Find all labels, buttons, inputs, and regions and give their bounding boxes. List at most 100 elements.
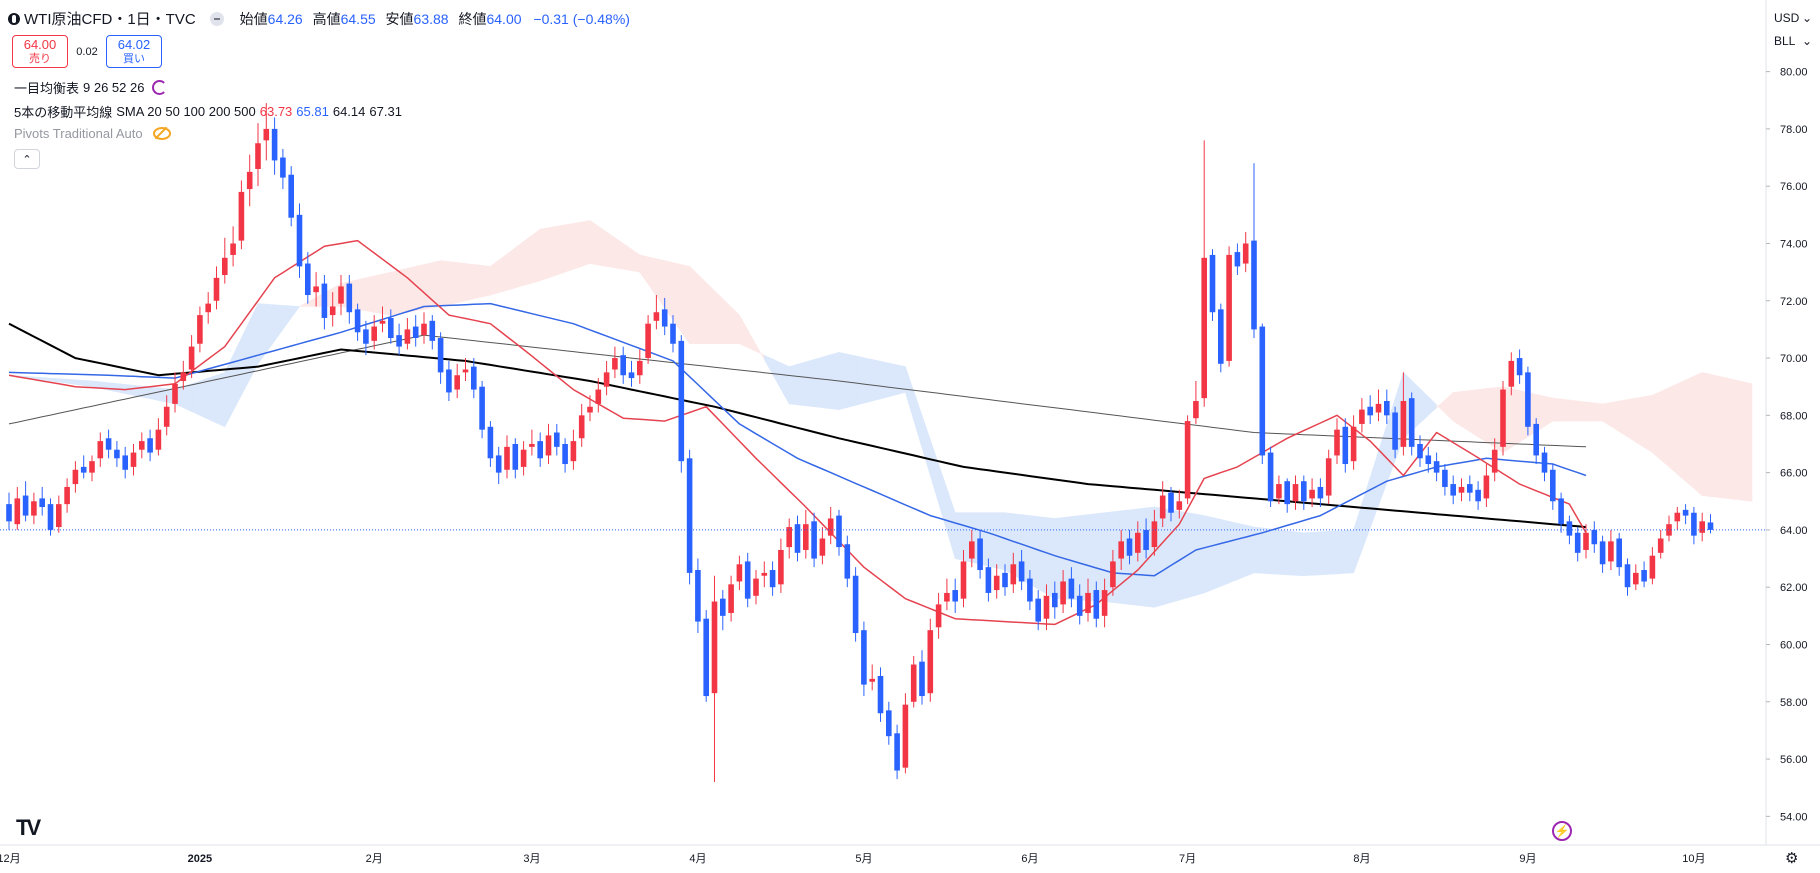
candle-body: [495, 455, 502, 473]
candle-body: [1184, 421, 1191, 499]
candle-body: [1251, 240, 1257, 330]
sma-legend[interactable]: 5本の移動平均線 SMA 20 50 100 200 500 63.73 65.…: [14, 102, 402, 121]
cloud-segment: [1353, 503, 1363, 573]
cloud-segment: [1137, 507, 1147, 607]
candle-body: [462, 369, 469, 373]
candle-body: [1093, 590, 1100, 619]
candle-body: [1508, 360, 1515, 387]
sell-button[interactable]: 64.00 売り: [12, 35, 68, 68]
candle-body: [570, 441, 577, 462]
candle-body: [72, 469, 79, 485]
cloud-segment: [1037, 516, 1047, 595]
cloud-segment: [763, 354, 773, 376]
candle-body: [1699, 521, 1705, 533]
cloud-segment: [1336, 530, 1346, 575]
candle-body: [894, 733, 900, 771]
candle-body: [661, 309, 668, 327]
candle-body: [296, 214, 303, 267]
candle-body: [321, 283, 328, 318]
cloud-segment: [863, 357, 873, 404]
candle-body: [1350, 426, 1357, 462]
x-tick-label: 10月: [1682, 853, 1705, 865]
cloud-segment: [382, 271, 392, 316]
cloud-segment: [75, 379, 84, 386]
tradingview-logo-icon[interactable]: TV: [16, 815, 41, 840]
cloud-segment: [896, 364, 906, 395]
candle-body: [1159, 495, 1166, 519]
candle-body: [811, 521, 817, 559]
symbol-title[interactable]: WTI原油CFD・1日・TVC: [8, 8, 196, 29]
candle-body: [537, 441, 543, 459]
candle-body: [1085, 592, 1091, 613]
candle-body: [1193, 401, 1199, 419]
cloud-segment: [1170, 509, 1180, 603]
cloud-segment: [805, 359, 815, 408]
y-tick-label: 72.00: [1780, 296, 1808, 308]
cloud-segment: [423, 262, 433, 310]
eye-off-icon[interactable]: [152, 127, 171, 140]
candle-body: [197, 315, 203, 344]
cloud-segment: [730, 306, 740, 345]
cloud-segment: [365, 275, 375, 313]
candle-body: [969, 541, 975, 559]
unit-selector[interactable]: BLL ⌄: [1770, 30, 1816, 52]
cloud-segment: [1602, 402, 1612, 427]
ichimoku-params: 9 26 52 26: [83, 80, 145, 95]
trade-buttons: 64.00 売り 0.02 64.02 買い: [12, 35, 162, 68]
candle-body: [1359, 409, 1365, 424]
cloud-segment: [1104, 511, 1114, 603]
candle-body: [1408, 398, 1415, 447]
refresh-icon[interactable]: [152, 80, 168, 95]
cloud-segment: [722, 298, 732, 345]
cloud-segment: [83, 380, 93, 388]
pivots-legend[interactable]: Pivots Traditional Auto: [14, 126, 171, 141]
cloud-segment: [1560, 398, 1570, 422]
ichimoku-legend[interactable]: 一目均衡表 9 26 52 26: [14, 78, 168, 97]
cloud-segment: [1660, 387, 1670, 468]
cloud-segment: [871, 359, 881, 402]
candle-body: [305, 263, 311, 296]
x-tick-label: 8月: [1353, 853, 1370, 865]
cloud-segment: [680, 264, 690, 345]
candle-body: [1002, 572, 1008, 588]
cloud-segment: [274, 304, 284, 342]
cloud-segment: [1129, 508, 1139, 606]
buy-button[interactable]: 64.02 買い: [106, 35, 162, 68]
currency-selector[interactable]: USD ⌄: [1770, 7, 1816, 29]
x-tick-label: 9月: [1519, 853, 1536, 865]
cloud-segment: [66, 378, 76, 385]
candle-body: [1309, 489, 1315, 499]
gear-icon[interactable]: ⚙: [1785, 850, 1799, 867]
candle-body: [520, 449, 527, 467]
candle-body: [1027, 578, 1033, 602]
y-tick-label: 80.00: [1780, 67, 1808, 79]
candle-body: [130, 452, 137, 467]
candle-body: [736, 564, 743, 582]
cloud-segment: [191, 380, 201, 416]
cloud-segment: [672, 262, 682, 333]
candle-body: [429, 320, 436, 341]
candle-body: [1375, 403, 1382, 413]
y-tick-label: 56.00: [1780, 754, 1808, 766]
lightning-icon[interactable]: ⚡: [1552, 821, 1572, 841]
candle-body: [1450, 484, 1456, 496]
cloud-segment: [1378, 424, 1388, 506]
cloud-segment: [954, 512, 964, 561]
candle-body: [39, 498, 45, 507]
minus-icon[interactable]: [209, 11, 224, 26]
cloud-segment: [307, 296, 317, 307]
cloud-segment: [1685, 375, 1695, 490]
candle-body: [1018, 561, 1025, 582]
cloud-segment: [1345, 529, 1354, 574]
candle-body: [288, 174, 294, 218]
candle-body: [1641, 570, 1647, 582]
collapse-legend-button[interactable]: ⌃: [14, 149, 40, 169]
candle-body: [105, 438, 112, 450]
y-tick-label: 76.00: [1780, 181, 1808, 193]
candle-body: [89, 461, 95, 473]
candle-body: [1110, 561, 1116, 588]
candle-body: [139, 441, 145, 450]
candle-body: [479, 386, 485, 430]
cloud-segment: [1195, 513, 1205, 596]
